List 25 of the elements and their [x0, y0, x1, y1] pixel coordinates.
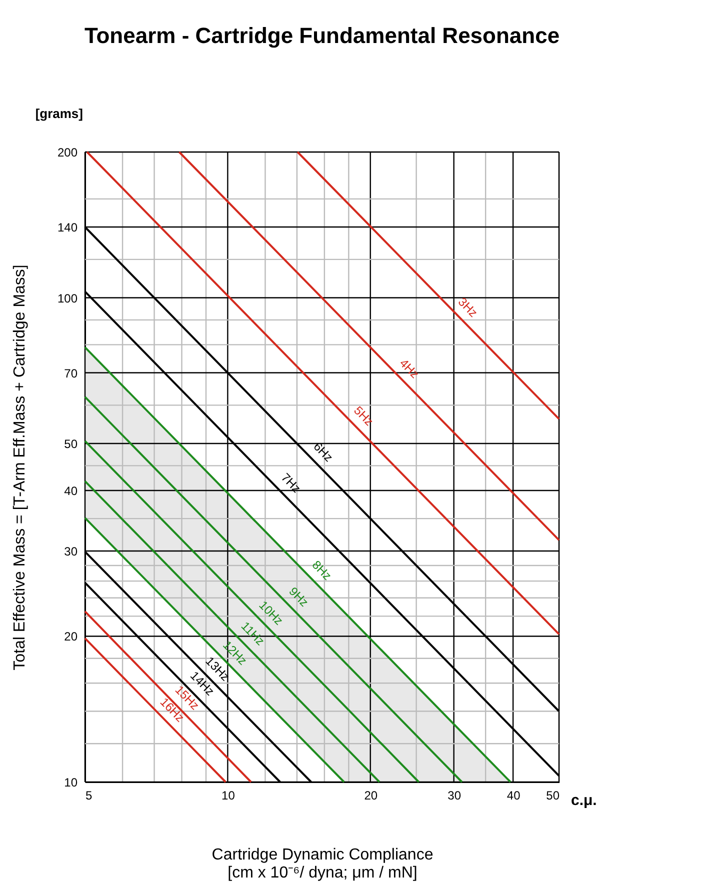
- x-axis-title: Cartridge Dynamic Compliance [cm x 10⁻⁶/ dyna; μm / mN]: [212, 846, 434, 882]
- y-tick-label: 20: [64, 630, 78, 644]
- y-tick-label: 100: [57, 291, 78, 306]
- x-tick-label: 5: [86, 788, 92, 802]
- x-tick-label: 10: [222, 788, 236, 802]
- x-tick-label: 30: [448, 788, 462, 802]
- text: [grams]: [35, 106, 83, 121]
- y-tick-label: 40: [64, 484, 78, 498]
- y-tick-label: 50: [64, 437, 78, 452]
- x-tick-label: 50: [546, 788, 560, 802]
- x-tick-label: 40: [506, 788, 521, 802]
- y-tick-label: 10: [64, 776, 78, 790]
- annotation: 9Hz: [286, 584, 312, 610]
- y-tick-label: 30: [64, 544, 78, 558]
- y-tick-label: 200: [57, 146, 78, 160]
- y-tick-label: 140: [57, 220, 78, 235]
- x-tick-label: 20: [364, 788, 378, 802]
- y-axis-title: Total Effective Mass = [T-Arm Eff.Mass + Cartridge Mass]: [11, 264, 28, 670]
- annotation: 4Hz: [396, 356, 422, 382]
- annotation: 3Hz: [455, 294, 480, 320]
- y-tick-label: 70: [64, 366, 78, 380]
- annotation: 8Hz: [309, 558, 334, 583]
- text: c.μ.: [571, 792, 597, 809]
- chart-title: Tonearm - Cartridge Fundamental Resonance: [84, 23, 560, 48]
- annotation: 5Hz: [351, 403, 376, 428]
